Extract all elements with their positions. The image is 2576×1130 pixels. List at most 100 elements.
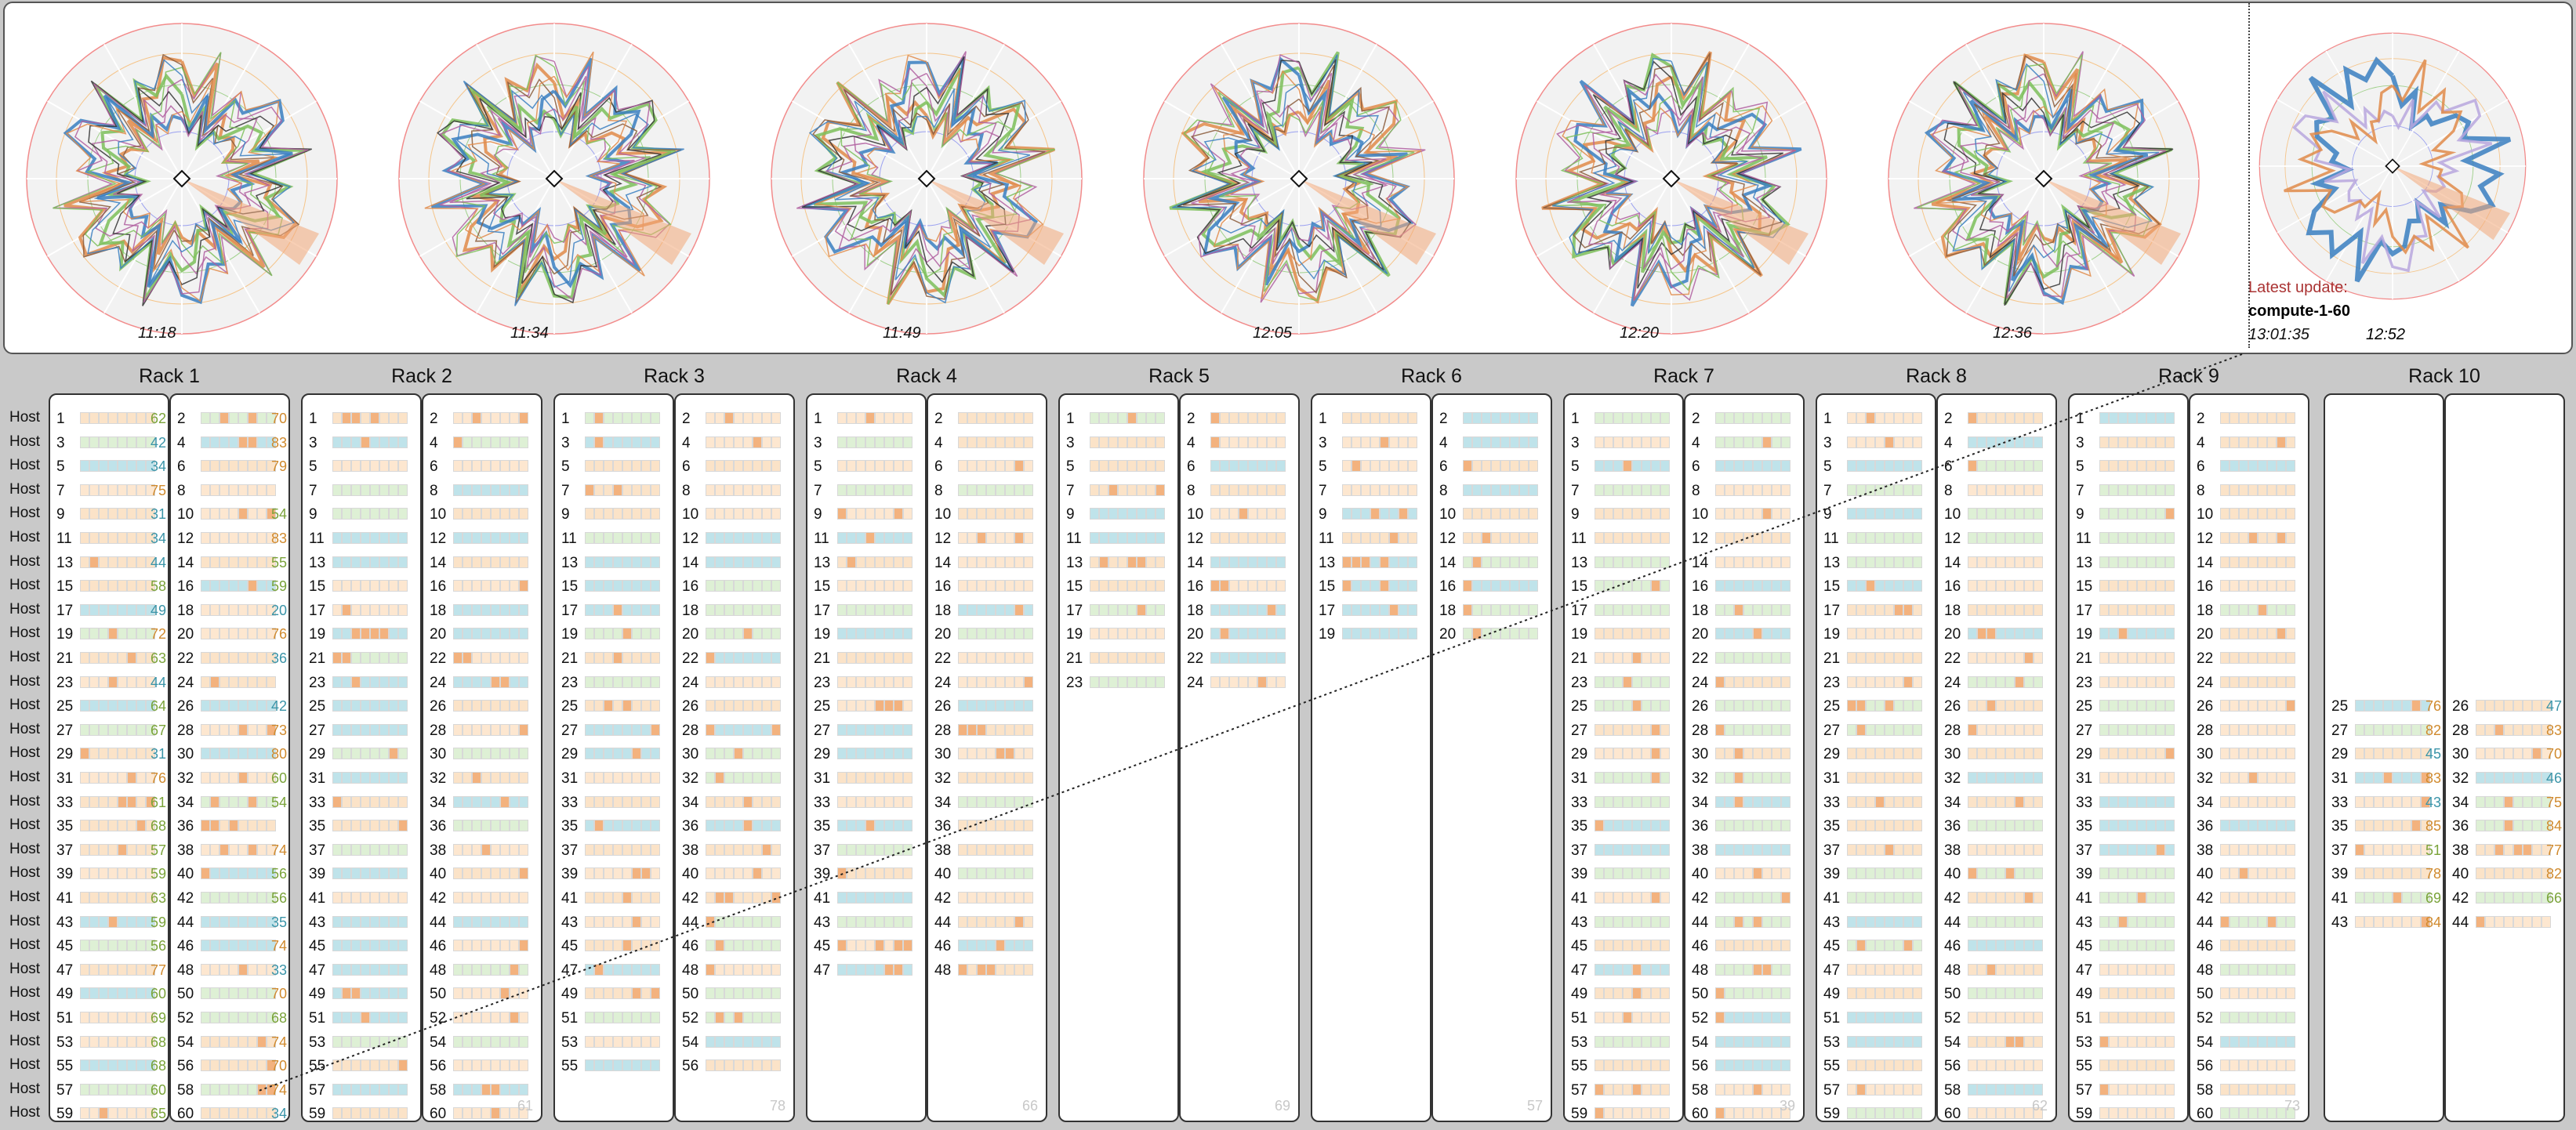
host-number[interactable]: 51 (1823, 1010, 1841, 1027)
host-number[interactable]: 3 (2076, 434, 2084, 451)
host-number[interactable]: 16 (934, 578, 952, 596)
host-number[interactable]: 29 (309, 746, 326, 763)
host-number[interactable]: 25 (56, 698, 74, 715)
host-number[interactable]: 43 (2331, 914, 2349, 931)
host-number[interactable]: 11 (2076, 531, 2092, 547)
host-number[interactable]: 45 (2076, 938, 2093, 955)
host-number[interactable]: 49 (561, 986, 579, 1003)
host-number[interactable]: 22 (1944, 650, 1961, 667)
host-number[interactable]: 31 (56, 770, 74, 787)
host-number[interactable]: 4 (1439, 434, 1448, 451)
host-number[interactable]: 40 (2197, 866, 2214, 883)
host-number[interactable]: 43 (1823, 914, 1841, 931)
host-number[interactable]: 13 (1571, 554, 1588, 571)
host-number[interactable]: 48 (682, 962, 699, 979)
host-number[interactable]: 52 (682, 1010, 699, 1027)
host-number[interactable]: 55 (2076, 1058, 2093, 1075)
host-number[interactable]: 27 (1823, 722, 1841, 739)
host-number[interactable]: 39 (2331, 866, 2349, 883)
host-number[interactable]: 20 (177, 626, 194, 643)
host-number[interactable]: 35 (56, 818, 74, 835)
host-number[interactable]: 9 (2076, 506, 2084, 523)
host-number[interactable]: 22 (934, 650, 952, 667)
host-number[interactable]: 1 (309, 411, 317, 427)
host-number[interactable]: 57 (1823, 1081, 1841, 1099)
host-number[interactable]: 47 (56, 962, 74, 979)
host-number[interactable]: 50 (430, 986, 447, 1003)
host-number[interactable]: 21 (56, 650, 74, 667)
host-number[interactable]: 23 (814, 674, 831, 691)
host-number[interactable]: 34 (682, 794, 699, 811)
host-number[interactable]: 25 (1823, 698, 1841, 715)
host-number[interactable]: 31 (561, 770, 579, 787)
host-number[interactable]: 34 (177, 794, 194, 811)
host-number[interactable]: 11 (814, 531, 829, 547)
host-number[interactable]: 24 (1187, 674, 1204, 691)
host-number[interactable]: 22 (430, 650, 447, 667)
host-number[interactable]: 21 (309, 650, 326, 667)
host-number[interactable]: 53 (561, 1034, 579, 1051)
host-number[interactable]: 30 (177, 746, 194, 763)
host-number[interactable]: 20 (934, 626, 952, 643)
host-number[interactable]: 25 (1571, 698, 1588, 715)
host-number[interactable]: 9 (309, 506, 317, 523)
host-number[interactable]: 20 (430, 626, 447, 643)
host-number[interactable]: 37 (814, 842, 831, 859)
host-number[interactable]: 17 (1823, 602, 1841, 619)
host-number[interactable]: 57 (1571, 1081, 1588, 1099)
host-number[interactable]: 13 (56, 554, 74, 571)
host-number[interactable]: 29 (2076, 746, 2093, 763)
host-number[interactable]: 4 (1692, 434, 1700, 451)
host-number[interactable]: 3 (561, 434, 570, 451)
host-number[interactable]: 22 (177, 650, 194, 667)
host-number[interactable]: 10 (682, 506, 699, 523)
host-number[interactable]: 38 (2197, 842, 2214, 859)
host-number[interactable]: 36 (2197, 818, 2214, 835)
host-number[interactable]: 6 (177, 458, 186, 476)
host-number[interactable]: 56 (2197, 1058, 2214, 1075)
host-number[interactable]: 15 (1319, 578, 1336, 596)
host-number[interactable]: 30 (430, 746, 447, 763)
host-number[interactable]: 36 (934, 818, 952, 835)
host-number[interactable]: 24 (2197, 674, 2214, 691)
host-number[interactable]: 43 (2076, 914, 2093, 931)
host-number[interactable]: 18 (177, 602, 194, 619)
host-number[interactable]: 41 (56, 890, 74, 907)
host-number[interactable]: 42 (934, 890, 952, 907)
host-number[interactable]: 40 (2452, 866, 2469, 883)
host-number[interactable]: 17 (1066, 602, 1083, 619)
host-number[interactable]: 37 (56, 842, 74, 859)
host-number[interactable]: 9 (56, 506, 65, 523)
host-number[interactable]: 10 (1439, 506, 1457, 523)
host-number[interactable]: 30 (1944, 746, 1961, 763)
host-number[interactable]: 9 (561, 506, 570, 523)
radar-chart-3[interactable] (762, 14, 1091, 343)
host-number[interactable]: 6 (430, 458, 438, 476)
host-number[interactable]: 60 (2197, 1106, 2214, 1123)
host-number[interactable]: 39 (561, 866, 579, 883)
host-number[interactable]: 2 (682, 411, 691, 427)
host-number[interactable]: 54 (430, 1034, 447, 1051)
host-number[interactable]: 32 (934, 770, 952, 787)
host-number[interactable]: 49 (1571, 986, 1588, 1003)
host-number[interactable]: 13 (561, 554, 579, 571)
host-number[interactable]: 10 (2197, 506, 2214, 523)
host-number[interactable]: 54 (682, 1034, 699, 1051)
host-number[interactable]: 58 (1692, 1081, 1709, 1099)
host-number[interactable]: 13 (1319, 554, 1336, 571)
host-number[interactable]: 60 (430, 1106, 447, 1123)
host-number[interactable]: 18 (1439, 602, 1457, 619)
host-number[interactable]: 50 (1692, 986, 1709, 1003)
host-number[interactable]: 2 (1187, 411, 1195, 427)
host-number[interactable]: 33 (2331, 794, 2349, 811)
host-number[interactable]: 13 (814, 554, 831, 571)
host-number[interactable]: 27 (1571, 722, 1588, 739)
host-number[interactable]: 24 (1944, 674, 1961, 691)
host-number[interactable]: 10 (934, 506, 952, 523)
host-number[interactable]: 37 (1571, 842, 1588, 859)
host-number[interactable]: 20 (1692, 626, 1709, 643)
host-number[interactable]: 7 (309, 482, 317, 499)
host-number[interactable]: 50 (2197, 986, 2214, 1003)
host-number[interactable]: 56 (177, 1058, 194, 1075)
host-number[interactable]: 37 (561, 842, 579, 859)
